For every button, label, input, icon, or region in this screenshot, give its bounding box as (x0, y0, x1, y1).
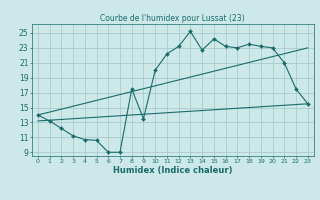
X-axis label: Humidex (Indice chaleur): Humidex (Indice chaleur) (113, 166, 233, 175)
Title: Courbe de l'humidex pour Lussat (23): Courbe de l'humidex pour Lussat (23) (100, 14, 245, 23)
